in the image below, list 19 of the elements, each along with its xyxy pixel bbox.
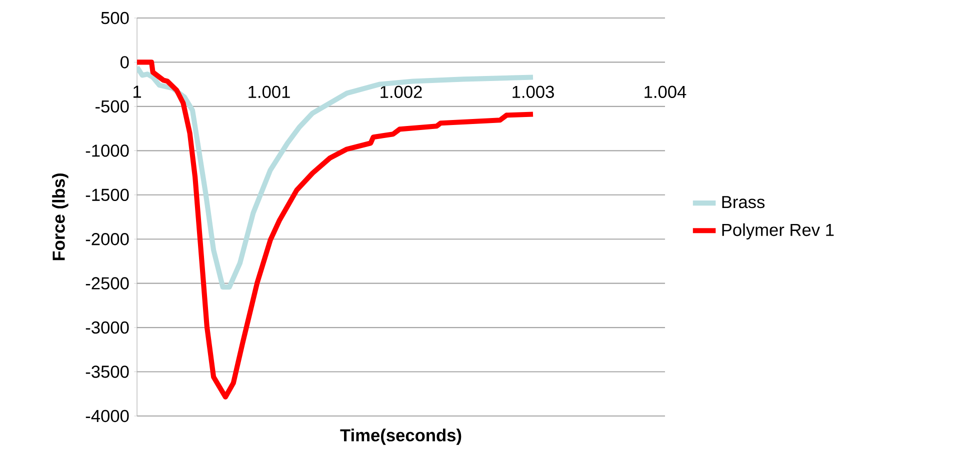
y-tick-label: -4000: [86, 410, 129, 422]
y-tick-label: -1500: [86, 188, 129, 202]
x-tick-label: 1.001: [248, 86, 290, 98]
x-axis-title: Time(seconds): [340, 428, 462, 445]
y-tick-label: -1000: [86, 144, 129, 157]
x-tick-label: 1: [134, 86, 141, 98]
x-tick-label: 1.004: [644, 86, 686, 98]
y-tick-label: -2000: [86, 232, 129, 246]
legend-label: Brass: [722, 196, 765, 208]
y-axis-title: Force (lbs): [52, 174, 68, 260]
y-tick-label: -3000: [86, 321, 129, 334]
y-tick-label: -2500: [86, 277, 129, 290]
legend-label: Polymer Rev 1: [722, 223, 834, 240]
y-tick-label: -3500: [86, 366, 129, 378]
x-tick-label: 1.002: [380, 86, 422, 98]
y-tick-label: -500: [96, 100, 129, 113]
y-tick-label: 0: [120, 56, 129, 68]
x-tick-label: 1.003: [512, 86, 554, 98]
y-tick-label: 500: [101, 12, 129, 24]
